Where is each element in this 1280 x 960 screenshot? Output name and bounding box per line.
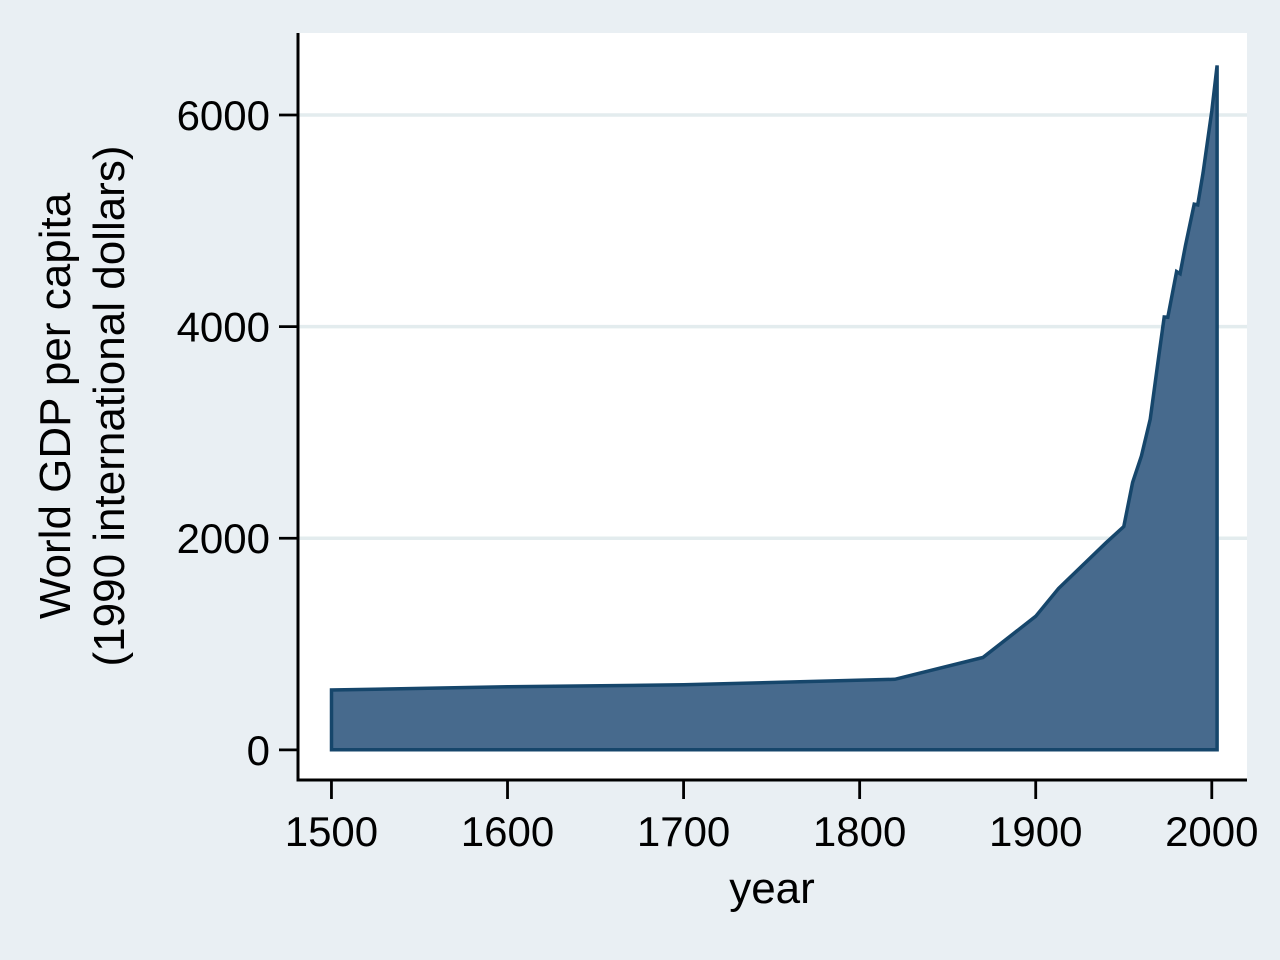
x-axis-title: year: [729, 864, 815, 913]
y-tick-label-6000: 6000: [177, 92, 270, 139]
y-gridlines: [298, 113, 1247, 540]
y-tick-label-0: 0: [247, 727, 270, 774]
y-axis-title-line2: (1990 international dollars): [85, 146, 134, 667]
x-tick-label-1800: 1800: [813, 808, 906, 855]
x-tick-label-1600: 1600: [461, 808, 554, 855]
y-tick-label-2000: 2000: [177, 515, 270, 562]
x-tick-label-2000: 2000: [1165, 808, 1258, 855]
y-axis-title-line1: World GDP per capita: [31, 192, 80, 619]
y-tick-label-4000: 4000: [177, 304, 270, 351]
x-tick-label-1900: 1900: [989, 808, 1082, 855]
y-axis-ticks: 0 2000 4000 6000: [177, 92, 298, 774]
area-series-world-gdp: [329, 65, 1219, 752]
world-gdp-area: [329, 65, 1219, 752]
x-tick-label-1700: 1700: [637, 808, 730, 855]
x-tick-label-1500: 1500: [285, 808, 378, 855]
x-axis-ticks: 1500 1600 1700 1800 1900 2000: [285, 780, 1259, 855]
axes: [296, 33, 1247, 782]
